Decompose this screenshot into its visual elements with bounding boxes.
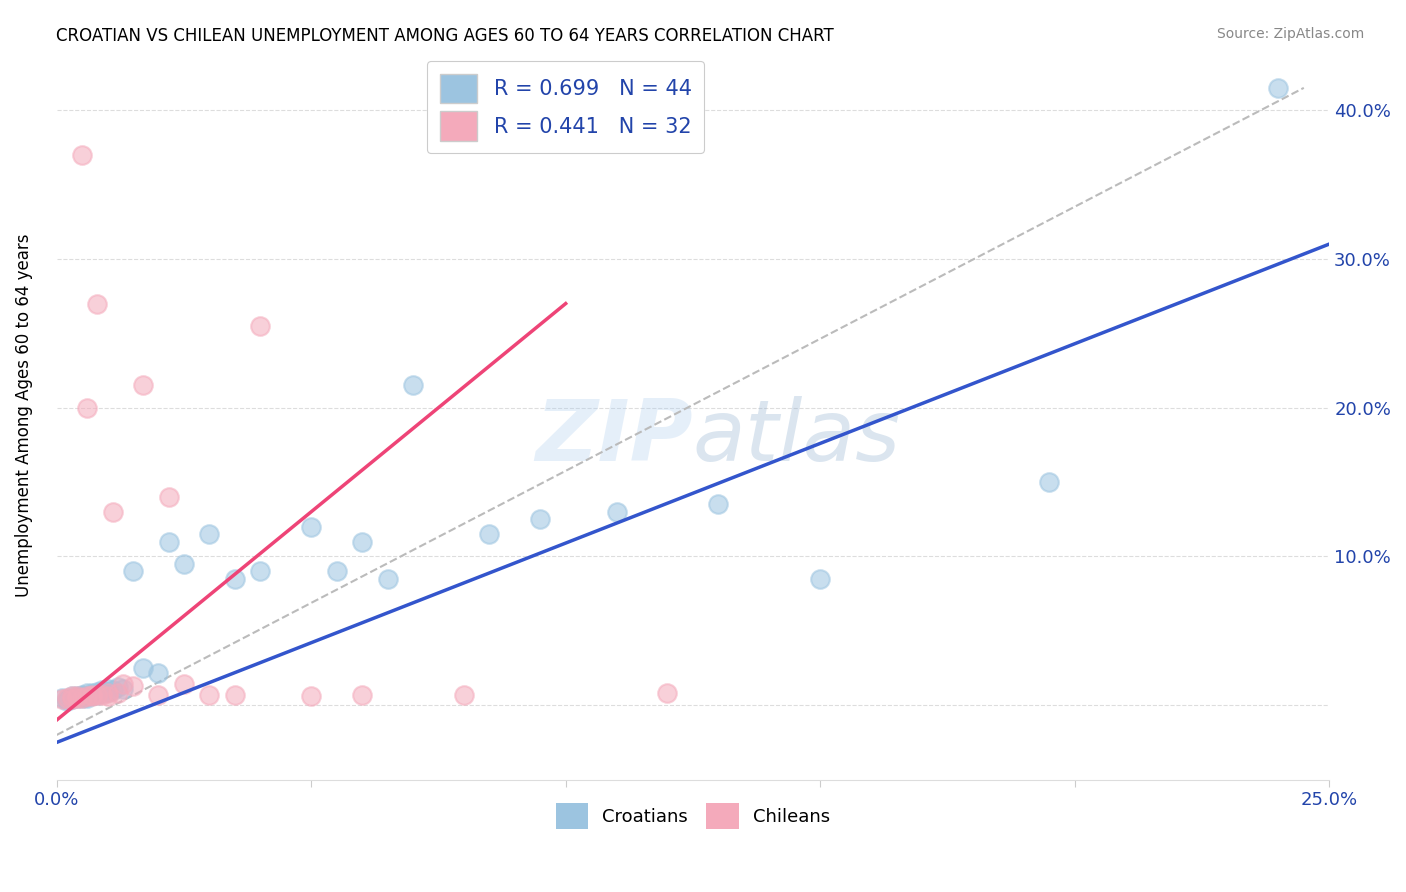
Point	[60, 692, 83, 706]
Point	[107, 686, 129, 700]
Point	[157, 490, 180, 504]
Point	[1038, 475, 1060, 489]
Point	[60, 690, 83, 704]
Point	[352, 688, 374, 702]
Point	[157, 534, 180, 549]
Point	[60, 690, 83, 704]
Point	[82, 690, 104, 704]
Point	[111, 677, 134, 691]
Point	[453, 688, 475, 702]
Point	[91, 683, 114, 698]
Point	[51, 692, 73, 706]
Point	[82, 686, 104, 700]
Point	[249, 318, 271, 333]
Point	[325, 565, 347, 579]
Point	[132, 378, 155, 392]
Point	[107, 681, 129, 695]
Point	[70, 148, 93, 162]
Point	[91, 688, 114, 702]
Text: ZIP: ZIP	[536, 395, 693, 478]
Point	[224, 572, 246, 586]
Point	[86, 296, 108, 310]
Point	[478, 527, 501, 541]
Point	[173, 557, 195, 571]
Point	[82, 688, 104, 702]
Point	[70, 690, 93, 705]
Point	[76, 686, 98, 700]
Point	[377, 572, 399, 586]
Point	[91, 686, 114, 700]
Point	[56, 690, 79, 705]
Point	[198, 688, 221, 702]
Point	[86, 688, 108, 702]
Point	[707, 497, 730, 511]
Point	[82, 688, 104, 702]
Point	[101, 683, 124, 698]
Point	[96, 690, 118, 704]
Point	[299, 690, 322, 704]
Point	[56, 692, 79, 706]
Point	[808, 572, 831, 586]
Point	[122, 565, 145, 579]
Text: Source: ZipAtlas.com: Source: ZipAtlas.com	[1216, 27, 1364, 41]
Y-axis label: Unemployment Among Ages 60 to 64 years: Unemployment Among Ages 60 to 64 years	[15, 234, 32, 597]
Point	[60, 692, 83, 706]
Point	[76, 690, 98, 704]
Text: atlas: atlas	[693, 395, 901, 478]
Point	[70, 690, 93, 705]
Point	[70, 688, 93, 702]
Point	[86, 688, 108, 702]
Point	[86, 685, 108, 699]
Point	[101, 505, 124, 519]
Text: CROATIAN VS CHILEAN UNEMPLOYMENT AMONG AGES 60 TO 64 YEARS CORRELATION CHART: CROATIAN VS CHILEAN UNEMPLOYMENT AMONG A…	[56, 27, 834, 45]
Point	[66, 690, 89, 705]
Point	[96, 686, 118, 700]
Point	[76, 690, 98, 705]
Point	[249, 565, 271, 579]
Point	[198, 527, 221, 541]
Point	[402, 378, 425, 392]
Point	[148, 665, 170, 680]
Point	[66, 690, 89, 704]
Legend: Croatians, Chileans: Croatians, Chileans	[548, 797, 838, 836]
Point	[111, 681, 134, 696]
Point	[76, 401, 98, 415]
Point	[529, 512, 551, 526]
Point	[56, 694, 79, 708]
Point	[352, 534, 374, 549]
Point	[51, 690, 73, 705]
Point	[122, 679, 145, 693]
Point	[70, 690, 93, 704]
Point	[76, 690, 98, 704]
Point	[96, 685, 118, 699]
Point	[66, 690, 89, 705]
Point	[1267, 81, 1289, 95]
Point	[606, 505, 628, 519]
Point	[66, 690, 89, 704]
Point	[132, 661, 155, 675]
Point	[299, 519, 322, 533]
Point	[148, 688, 170, 702]
Point	[173, 677, 195, 691]
Point	[657, 686, 679, 700]
Point	[224, 688, 246, 702]
Point	[96, 681, 118, 696]
